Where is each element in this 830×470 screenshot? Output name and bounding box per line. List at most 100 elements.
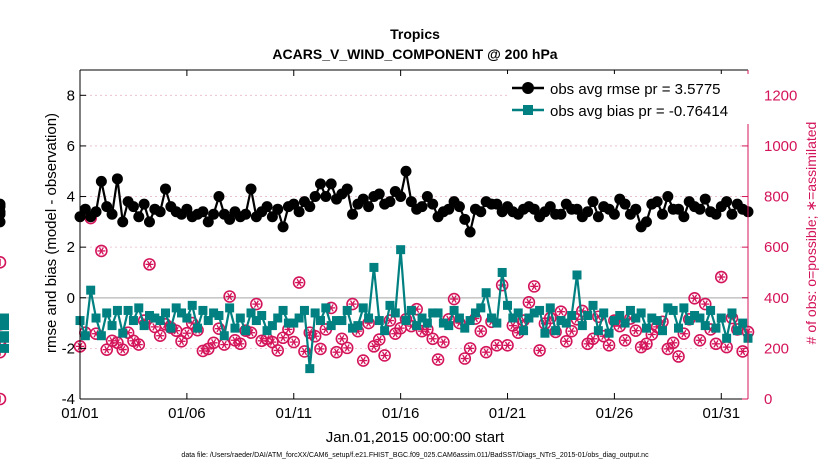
asterisk-stroke xyxy=(697,336,703,345)
bias-point xyxy=(390,308,400,318)
bias-point xyxy=(278,305,288,315)
obs-possible-point xyxy=(522,296,536,309)
rmse-point xyxy=(384,196,396,208)
rmse-point xyxy=(363,201,375,213)
bias-point xyxy=(674,323,684,333)
rmse-point xyxy=(662,191,674,203)
obs-assimilated-point xyxy=(530,282,539,291)
obs-assimilated-point xyxy=(663,345,672,353)
obs-assimilated-point xyxy=(535,346,544,355)
rmse-point xyxy=(314,178,326,190)
bias-point xyxy=(454,313,464,323)
rmse-point xyxy=(117,216,129,228)
bias-point xyxy=(422,318,432,328)
rmse-point xyxy=(111,173,123,185)
bias-point xyxy=(695,313,705,323)
obs-assimilated-point xyxy=(428,334,437,343)
asterisk-stroke xyxy=(205,345,211,353)
obs-possible-point xyxy=(693,333,707,347)
asterisk-stroke xyxy=(633,326,639,335)
obs-assimilated-point xyxy=(439,338,448,346)
legend-box xyxy=(507,74,751,124)
x-tick-label: 01/31 xyxy=(703,405,741,422)
obs-possible-point xyxy=(533,344,546,357)
rmse-point xyxy=(619,198,631,210)
asterisk-stroke xyxy=(371,342,377,351)
bias-point xyxy=(364,313,374,323)
bias-point xyxy=(358,303,368,313)
bias-point xyxy=(470,308,480,318)
rmse-point xyxy=(395,191,407,203)
obs-possible-point xyxy=(271,344,285,357)
asterisk-stroke xyxy=(232,336,238,345)
bias-point xyxy=(267,321,277,331)
bias-point xyxy=(128,316,138,326)
asterisk-stroke xyxy=(211,339,217,347)
bias-point xyxy=(690,310,700,320)
asterisk-stroke xyxy=(590,334,596,343)
bias-point xyxy=(716,313,726,323)
bias-point xyxy=(529,308,539,318)
obs-assimilated-point xyxy=(380,351,389,360)
rmse-point xyxy=(272,203,284,215)
asterisk-stroke xyxy=(344,344,350,352)
obs-possible-point xyxy=(677,327,691,341)
asterisk-stroke xyxy=(339,334,345,343)
obs-assimilated-point xyxy=(369,342,378,351)
bias-point xyxy=(96,331,106,341)
asterisk-stroke xyxy=(606,341,612,350)
bias-point xyxy=(476,303,486,313)
bias-point xyxy=(332,316,342,326)
obs-possible-point xyxy=(0,392,7,406)
asterisk-stroke xyxy=(510,321,516,330)
rmse-point xyxy=(0,208,6,220)
obs-assimilated-point xyxy=(252,300,261,308)
bias-point xyxy=(86,285,96,295)
rmse-point xyxy=(726,208,738,220)
asterisk-stroke xyxy=(526,298,532,307)
obs-possible-point xyxy=(0,337,7,351)
obs-possible-point xyxy=(287,335,301,349)
bias-point xyxy=(711,323,721,333)
x-tick-label: 01/01 xyxy=(61,405,99,422)
bias-point xyxy=(374,316,384,326)
bias-point xyxy=(433,308,443,318)
rmse-point xyxy=(154,206,166,218)
bias-point xyxy=(545,303,555,313)
rmse-point xyxy=(341,183,353,195)
bias-point xyxy=(369,262,379,272)
obs-possible-point xyxy=(640,337,653,351)
bias-point xyxy=(599,308,609,318)
bias-point xyxy=(257,310,267,320)
asterisk-stroke xyxy=(483,348,489,356)
y2-tick-label: 200 xyxy=(764,340,789,357)
asterisk-stroke xyxy=(478,327,484,335)
rmse-point xyxy=(656,208,668,220)
bias-point xyxy=(273,313,283,323)
bias-point xyxy=(283,318,293,328)
rmse-point xyxy=(464,226,476,238)
bias-point xyxy=(583,310,593,320)
asterisk-stroke xyxy=(691,294,698,303)
asterisk-stroke xyxy=(291,338,297,346)
rmse-point xyxy=(699,193,711,205)
bias-point xyxy=(0,331,9,341)
bias-point xyxy=(481,288,491,298)
obs-assimilated-point xyxy=(177,337,186,346)
obs-possible-point xyxy=(330,345,343,359)
asterisk-stroke xyxy=(253,300,259,308)
obs-possible-point xyxy=(196,344,210,358)
bias-series xyxy=(0,245,753,374)
chart-subtitle: ACARS_V_WIND_COMPONENT @ 200 hPa xyxy=(272,46,557,62)
obs-assimilated-point xyxy=(273,346,282,355)
obs-assimilated-point xyxy=(295,278,304,287)
obs-possible-point xyxy=(335,332,349,346)
asterisk-stroke xyxy=(296,278,302,287)
obs-assimilated-point xyxy=(204,345,213,353)
asterisk-stroke xyxy=(419,327,425,335)
y2-tick-label: 1000 xyxy=(764,138,797,155)
obs-possible-point xyxy=(292,276,306,289)
asterisk-stroke xyxy=(585,340,591,348)
obs-assimilated-point xyxy=(156,331,165,340)
obs-possible-point xyxy=(308,329,322,343)
